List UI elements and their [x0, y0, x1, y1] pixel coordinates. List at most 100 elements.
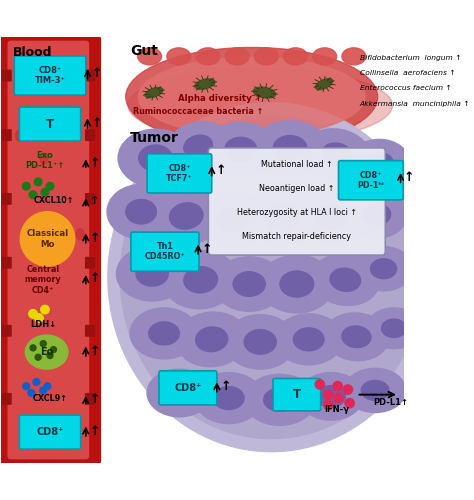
Circle shape	[343, 385, 353, 394]
Text: CD8⁺
TCF7⁺: CD8⁺ TCF7⁺	[166, 164, 193, 183]
Text: Enterococcus faecium ↑: Enterococcus faecium ↑	[360, 86, 451, 91]
Ellipse shape	[303, 129, 371, 180]
Ellipse shape	[40, 153, 47, 164]
Circle shape	[333, 382, 342, 391]
Ellipse shape	[195, 79, 215, 90]
Text: Th1
CD45RO⁺: Th1 CD45RO⁺	[145, 242, 185, 262]
Ellipse shape	[205, 122, 276, 177]
Text: Collinsella  aerofaciens ↑: Collinsella aerofaciens ↑	[360, 70, 456, 76]
Ellipse shape	[355, 246, 412, 291]
Ellipse shape	[225, 48, 249, 65]
Ellipse shape	[16, 130, 23, 141]
FancyBboxPatch shape	[1, 193, 12, 205]
FancyBboxPatch shape	[159, 371, 217, 405]
Text: Neoantigen load ↑: Neoantigen load ↑	[259, 184, 335, 193]
Ellipse shape	[233, 272, 265, 296]
FancyBboxPatch shape	[85, 193, 95, 205]
Ellipse shape	[244, 330, 276, 354]
Ellipse shape	[36, 422, 44, 433]
Ellipse shape	[128, 68, 392, 142]
Text: IFN-γ: IFN-γ	[324, 404, 349, 413]
Ellipse shape	[225, 138, 257, 162]
Text: CD8⁺: CD8⁺	[174, 383, 201, 393]
Ellipse shape	[145, 88, 163, 98]
FancyBboxPatch shape	[8, 40, 89, 460]
Text: Tumor: Tumor	[130, 131, 179, 145]
Ellipse shape	[253, 120, 328, 175]
FancyBboxPatch shape	[147, 154, 212, 193]
Ellipse shape	[316, 386, 346, 407]
Ellipse shape	[166, 122, 230, 170]
Ellipse shape	[311, 254, 379, 306]
Ellipse shape	[167, 48, 191, 65]
Ellipse shape	[324, 313, 389, 360]
FancyBboxPatch shape	[19, 415, 81, 449]
Text: ↑: ↑	[90, 424, 100, 438]
Text: ↑: ↑	[90, 345, 100, 358]
Circle shape	[46, 182, 54, 190]
Text: Blood: Blood	[13, 46, 52, 59]
Circle shape	[30, 345, 36, 351]
Circle shape	[20, 212, 75, 266]
Ellipse shape	[216, 208, 248, 233]
Text: CD8⁺
PD-1ʰⁱ: CD8⁺ PD-1ʰⁱ	[357, 170, 384, 190]
Circle shape	[23, 382, 30, 390]
Ellipse shape	[139, 145, 173, 171]
Text: ↑: ↑	[220, 380, 231, 394]
FancyBboxPatch shape	[0, 36, 101, 465]
Ellipse shape	[283, 48, 308, 65]
FancyBboxPatch shape	[19, 107, 81, 141]
Ellipse shape	[254, 87, 275, 98]
Ellipse shape	[126, 48, 378, 146]
Ellipse shape	[382, 319, 406, 338]
Text: ↑: ↑	[90, 232, 100, 244]
Text: Exo
PD-L1⁺↑: Exo PD-L1⁺↑	[25, 151, 64, 171]
Ellipse shape	[313, 48, 337, 65]
Ellipse shape	[363, 204, 391, 225]
Ellipse shape	[361, 380, 389, 400]
Ellipse shape	[149, 186, 223, 245]
Ellipse shape	[366, 308, 421, 348]
Ellipse shape	[138, 58, 365, 136]
Text: ↑: ↑	[90, 196, 100, 206]
Circle shape	[47, 352, 53, 358]
Text: CD8⁺
TIM-3⁺: CD8⁺ TIM-3⁺	[35, 66, 65, 86]
Circle shape	[324, 390, 333, 400]
Ellipse shape	[165, 382, 194, 404]
Text: CXCL10↑: CXCL10↑	[33, 196, 73, 205]
Ellipse shape	[264, 204, 298, 231]
Circle shape	[50, 346, 56, 352]
Text: ↑: ↑	[215, 164, 226, 177]
Ellipse shape	[213, 386, 244, 409]
Text: LDH↓: LDH↓	[30, 320, 56, 328]
Ellipse shape	[244, 188, 319, 246]
Text: T: T	[293, 388, 301, 401]
Circle shape	[40, 340, 46, 346]
Ellipse shape	[280, 271, 314, 297]
Ellipse shape	[76, 228, 84, 240]
Ellipse shape	[130, 308, 198, 359]
Circle shape	[29, 310, 37, 318]
Ellipse shape	[149, 322, 179, 345]
Ellipse shape	[117, 246, 188, 301]
Circle shape	[22, 182, 30, 190]
Text: ↑: ↑	[201, 242, 212, 256]
Circle shape	[334, 394, 343, 402]
Ellipse shape	[196, 48, 220, 65]
Text: CD8⁺: CD8⁺	[36, 427, 64, 437]
Circle shape	[345, 398, 354, 408]
Text: T: T	[46, 118, 54, 130]
Ellipse shape	[315, 78, 333, 90]
Ellipse shape	[264, 388, 296, 411]
Ellipse shape	[330, 268, 361, 291]
Ellipse shape	[342, 326, 371, 347]
FancyBboxPatch shape	[85, 129, 95, 141]
Ellipse shape	[299, 372, 363, 420]
Text: Alpha diversity ↑: Alpha diversity ↑	[178, 94, 262, 103]
FancyBboxPatch shape	[338, 160, 403, 200]
Text: Akkermansia  munciniphila ↑: Akkermansia munciniphila ↑	[360, 100, 470, 106]
FancyBboxPatch shape	[85, 70, 95, 82]
Ellipse shape	[315, 206, 347, 230]
Ellipse shape	[273, 136, 307, 160]
Ellipse shape	[225, 314, 296, 369]
